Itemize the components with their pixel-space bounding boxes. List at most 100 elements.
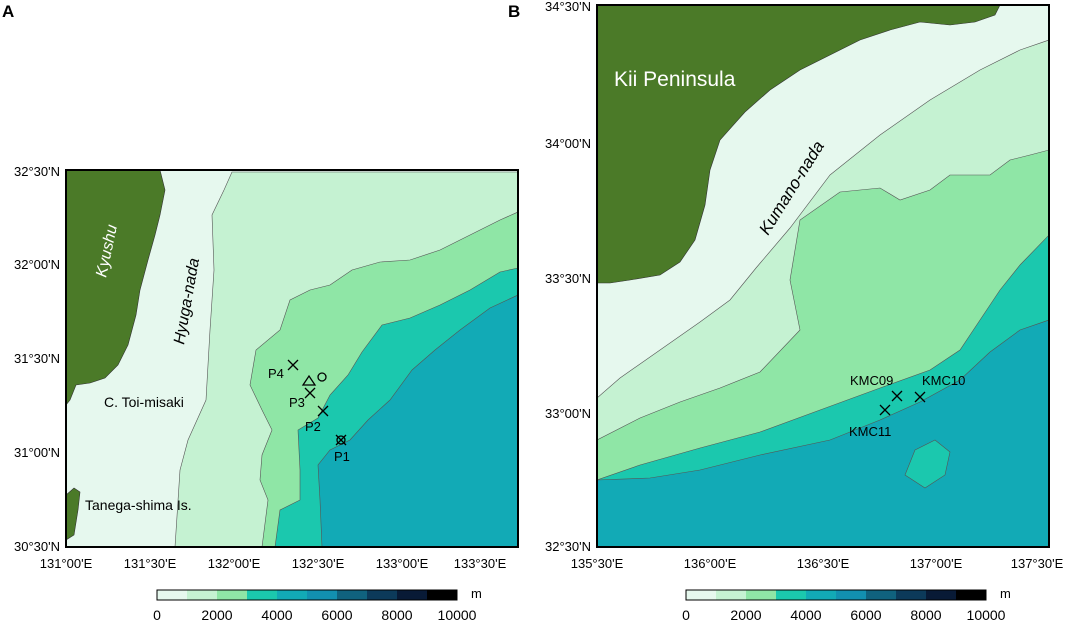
panel-a-lon-ticks: 131°00'E 131°30'E 132°00'E 132°30'E 133°… [40, 556, 507, 571]
site-label-kmc10: KMC10 [922, 373, 965, 388]
scale-tick-a-0: 0 [153, 607, 161, 623]
scale-tick-b-0: 0 [682, 607, 690, 623]
lat-tick-a-2: 31°30'N [14, 351, 60, 366]
scale-swatch-a-0 [157, 590, 187, 600]
land-kii-peninsula [597, 5, 1001, 284]
scale-tick-a-3: 6000 [321, 607, 352, 623]
scale-swatch-a-8 [397, 590, 427, 600]
panel-a-letter: A [2, 2, 14, 21]
site-label-p4: P4 [268, 366, 284, 381]
scale-swatch-a-4 [277, 590, 307, 600]
scale-swatch-b-3 [776, 590, 806, 600]
lon-tick-b-4: 137°30'E [1011, 556, 1064, 571]
panel-b-map [597, 5, 1049, 547]
depth-scale-a: 0 2000 4000 6000 8000 10000 m [153, 586, 482, 623]
scale-swatch-b-6 [866, 590, 896, 600]
lon-tick-a-5: 133°30'E [454, 556, 507, 571]
panel-b-frame [596, 4, 1050, 548]
scale-swatch-b-9 [956, 590, 986, 600]
scale-swatch-a-6 [337, 590, 367, 600]
label-kii-peninsula: Kii Peninsula [614, 68, 736, 91]
scale-swatch-b-4 [806, 590, 836, 600]
lon-tick-b-3: 137°00'E [910, 556, 963, 571]
lat-tick-b-3: 33°00'N [545, 406, 591, 421]
scale-tick-b-1: 2000 [730, 607, 761, 623]
depth-4000-5000-b [597, 319, 1049, 547]
site-marker-p4 [287, 359, 299, 371]
scale-swatch-a-9 [427, 590, 457, 600]
lat-tick-a-0: 32°30'N [14, 164, 60, 179]
site-label-p3: P3 [289, 395, 305, 410]
panel-b-letter: B [508, 2, 520, 21]
panel-a: A 32°30'N 32°00'N 31°30'N 31°00'N 30°30'… [2, 2, 519, 571]
scale-tick-a-5: 10000 [438, 607, 477, 623]
scale-tick-a-2: 4000 [261, 607, 292, 623]
scale-swatch-b-1 [716, 590, 746, 600]
lat-tick-a-3: 31°00'N [14, 445, 60, 460]
scale-tick-b-4: 8000 [910, 607, 941, 623]
scale-swatch-a-2 [217, 590, 247, 600]
scale-swatch-a-7 [367, 590, 397, 600]
site-label-kmc11: KMC11 [849, 424, 891, 439]
scale-unit-a: m [471, 586, 482, 601]
scale-swatch-a-1 [187, 590, 217, 600]
scale-swatch-b-0 [686, 590, 716, 600]
site-circle-marker-p1 [336, 435, 346, 445]
lat-tick-b-1: 34°00'N [545, 136, 591, 151]
scale-swatch-a-5 [307, 590, 337, 600]
scale-tick-a-4: 8000 [381, 607, 412, 623]
site-marker-kmc11 [879, 404, 891, 416]
lon-tick-a-1: 131°30'E [124, 556, 177, 571]
scale-tick-b-2: 4000 [790, 607, 821, 623]
panel-b-sites [879, 390, 926, 416]
scale-tick-a-1: 2000 [201, 607, 232, 623]
lon-tick-a-4: 133°00'E [376, 556, 429, 571]
lat-tick-b-0: 34°30'N [545, 0, 591, 14]
site-label-p2: P2 [305, 419, 321, 434]
lon-tick-b-1: 136°00'E [684, 556, 737, 571]
panel-a-sites [287, 359, 347, 446]
lon-tick-b-0: 135°30'E [571, 556, 624, 571]
scale-tick-b-5: 10000 [967, 607, 1006, 623]
site-marker-p2 [317, 405, 329, 417]
lat-tick-b-2: 33°30'N [545, 271, 591, 286]
lon-tick-a-0: 131°00'E [40, 556, 93, 571]
scale-swatch-b-8 [926, 590, 956, 600]
panel-a-map [66, 170, 518, 547]
scale-swatch-b-7 [896, 590, 926, 600]
panel-b: B 34°30'N 34°00'N 33°30'N 33°00'N 32°30'… [508, 0, 1064, 571]
scale-swatch-b-5 [836, 590, 866, 600]
scale-swatch-b-2 [746, 590, 776, 600]
site-marker-p1 [335, 434, 347, 446]
land-kyushu [66, 170, 166, 406]
depth-4000-5000-a [317, 294, 518, 547]
lon-tick-a-2: 132°00'E [208, 556, 261, 571]
lat-tick-a-4: 30°30'N [14, 539, 60, 554]
site-triangle-marker [301, 374, 317, 386]
lon-tick-a-3: 132°30'E [292, 556, 345, 571]
site-label-kmc09: KMC09 [850, 373, 893, 388]
label-tanega-shima: Tanega-shima Is. [85, 497, 192, 513]
scale-frame-b [685, 589, 987, 601]
label-toi-misaki: C. Toi-misaki [104, 394, 184, 410]
depth-scale-b: 0 2000 4000 6000 8000 10000 m [682, 586, 1011, 623]
scale-unit-b: m [1000, 586, 1011, 601]
panel-a-frame [65, 169, 519, 548]
panel-b-lat-ticks: 34°30'N 34°00'N 33°30'N 33°00'N 32°30'N [545, 0, 591, 554]
lon-tick-b-2: 136°30'E [797, 556, 850, 571]
site-circle-marker [317, 372, 327, 382]
lat-tick-b-4: 32°30'N [545, 539, 591, 554]
scale-frame-a [156, 589, 458, 601]
panel-b-lon-ticks: 135°30'E 136°00'E 136°30'E 137°00'E 137°… [571, 556, 1064, 571]
panel-a-lat-ticks: 32°30'N 32°00'N 31°30'N 31°00'N 30°30'N [14, 164, 60, 554]
scale-swatch-a-3 [247, 590, 277, 600]
scale-tick-b-3: 6000 [850, 607, 881, 623]
depth-3000-4000-b-basin [904, 439, 951, 489]
lat-tick-a-1: 32°00'N [14, 257, 60, 272]
site-label-p1: P1 [334, 449, 350, 464]
site-marker-kmc09 [891, 390, 903, 402]
site-marker-p3 [304, 387, 316, 399]
site-marker-kmc10 [914, 391, 926, 403]
land-tanega-shima [66, 487, 81, 541]
